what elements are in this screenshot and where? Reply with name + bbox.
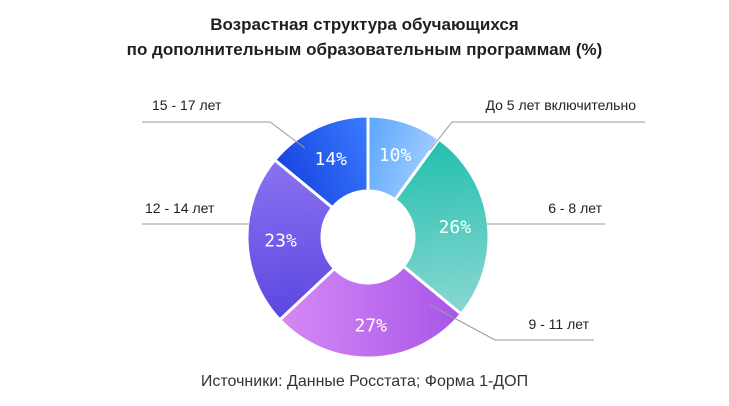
donut-slice-3 (278, 264, 463, 360)
slice-value-label-3: 27% (354, 315, 387, 336)
donut-slice-2 (393, 137, 491, 316)
category-label-5: 15 - 17 лет (152, 97, 222, 113)
slice-value-label-1: 10% (379, 145, 412, 166)
category-label-2: 6 - 8 лет (548, 200, 602, 216)
leader-line-5 (142, 121, 306, 149)
category-label-3: 9 - 11 лет (528, 316, 589, 332)
category-label-1: До 5 лет включительно (485, 97, 636, 113)
leader-line-3 (429, 304, 594, 341)
chart-title: Возрастная структура обучающихся (210, 15, 519, 34)
slice-value-label-4: 23% (264, 231, 297, 252)
category-label-4: 12 - 14 лет (145, 200, 215, 216)
slice-value-label-5: 14% (314, 149, 347, 170)
leader-line-1 (429, 121, 645, 151)
chart-subtitle: по дополнительным образовательным програ… (126, 40, 603, 59)
donut-slice-4 (245, 158, 336, 322)
donut-slice-5 (273, 114, 370, 210)
source-note: Источники: Данные Росстата; Форма 1-ДОП (200, 373, 529, 390)
slice-value-label-2: 26% (439, 217, 472, 238)
